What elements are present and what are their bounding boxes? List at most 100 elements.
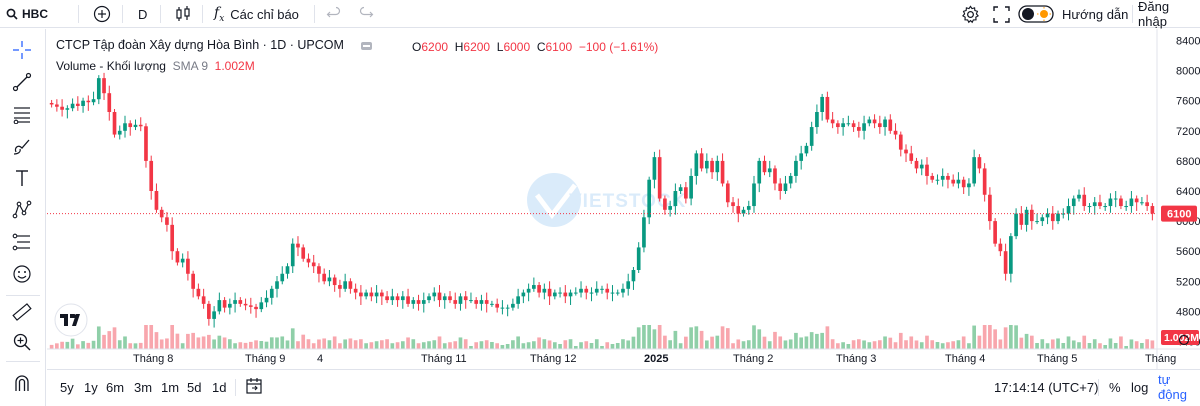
volume-bar: [568, 339, 573, 349]
volume-bar: [1124, 346, 1129, 349]
volume-bar: [348, 338, 353, 349]
volume-bar: [201, 336, 206, 349]
candle-body: [133, 124, 138, 128]
candle-body: [165, 217, 169, 225]
auto-toggle[interactable]: tự động: [1158, 370, 1200, 404]
time-axis: Tháng 8 Tháng 9 4 Tháng 11 Tháng 12 2025 Tháng…: [133, 353, 1176, 365]
candle-body: [715, 160, 720, 173]
time-tick: Tháng 8: [133, 353, 173, 365]
login-link[interactable]: Đăng nhập: [1138, 0, 1200, 29]
zoom-in-icon: [12, 332, 32, 357]
measure-tool[interactable]: [11, 302, 33, 325]
candle-body: [1014, 213, 1018, 237]
range-6m[interactable]: 6m: [106, 370, 124, 404]
candle-body: [490, 303, 494, 305]
volume-bar: [946, 342, 950, 349]
time-tick: 2025: [644, 353, 668, 365]
volume-bar: [343, 339, 347, 349]
time-tick: Tháng 12: [530, 353, 576, 365]
volume-bar: [563, 340, 568, 349]
volume-bar: [794, 332, 798, 349]
calendar-icon: [245, 377, 263, 398]
chart-type-button[interactable]: [174, 0, 192, 28]
crosshair-tool[interactable]: [11, 40, 33, 63]
candle-body: [956, 179, 961, 184]
last-price-badge: [1161, 205, 1197, 222]
close-value: 6100: [545, 40, 573, 54]
candle-body: [988, 194, 992, 222]
volume-bar: [1108, 338, 1113, 349]
percent-label: %: [1109, 379, 1121, 395]
redo-button[interactable]: [358, 0, 374, 28]
candle-body: [820, 96, 824, 112]
magnet-tool[interactable]: [11, 374, 33, 396]
guide-link[interactable]: Hướng dẫn: [1062, 0, 1128, 28]
undo-button[interactable]: [326, 0, 342, 28]
brush-tool[interactable]: [11, 137, 33, 159]
zoom-tool[interactable]: [11, 333, 33, 355]
volume-bar: [558, 344, 562, 349]
theme-toggle[interactable]: [1018, 0, 1054, 28]
volume-bar: [322, 338, 327, 349]
indicators-label: Các chỉ báo: [230, 6, 299, 22]
candle-body: [332, 277, 337, 286]
log-toggle[interactable]: log: [1131, 370, 1148, 404]
goto-date-button[interactable]: [245, 370, 263, 404]
range-1d[interactable]: 1d: [212, 370, 226, 404]
indicators-button[interactable]: fx Các chỉ báo: [214, 0, 299, 28]
candle-body: [946, 175, 950, 180]
candle-body: [940, 175, 945, 180]
prediction-tool[interactable]: [11, 233, 33, 255]
legend-collapse-button[interactable]: [361, 41, 373, 50]
candle-body: [217, 300, 222, 312]
volume-bar: [767, 341, 772, 349]
volume-bar: [694, 326, 699, 349]
volume-bar: [657, 325, 662, 349]
volume-bar: [704, 340, 709, 349]
volume-bar: [1029, 335, 1034, 349]
drawing-toolbar: [0, 29, 46, 406]
axis-settings-icon[interactable]: [1178, 334, 1190, 346]
candle-body: [647, 179, 652, 218]
percent-toggle[interactable]: %: [1109, 370, 1121, 404]
magnet-icon: [12, 373, 32, 398]
price-chart[interactable]: VIETSTOCK 8400 8000 7600 7200 6800 6400 6000 56…: [47, 29, 1200, 369]
text-tool[interactable]: [11, 169, 33, 191]
volume-bar: [159, 339, 164, 349]
candle-body: [186, 258, 190, 274]
candle-body: [207, 303, 211, 319]
guide-label: Hướng dẫn: [1062, 6, 1129, 22]
fullscreen-button[interactable]: [993, 0, 1010, 28]
range-3m[interactable]: 3m: [134, 370, 152, 404]
volume-bar: [967, 343, 971, 349]
range-5d[interactable]: 5d: [187, 370, 201, 404]
candle-body: [521, 292, 526, 297]
settings-button[interactable]: [961, 0, 980, 28]
volume-bar: [925, 335, 929, 349]
candle-body: [914, 160, 919, 169]
compare-button[interactable]: [93, 0, 111, 28]
volume-bar: [773, 331, 777, 349]
volume-bar: [746, 340, 751, 349]
volume-bar: [243, 342, 248, 349]
volume-bar: [1092, 339, 1097, 349]
pattern-tool[interactable]: [11, 200, 33, 223]
volume-bar: [484, 340, 489, 349]
fib-tool[interactable]: [11, 105, 33, 127]
interval-button[interactable]: D: [138, 0, 147, 28]
volume-bar: [579, 342, 583, 349]
range-1y[interactable]: 1y: [84, 370, 98, 404]
candle-body: [102, 78, 106, 94]
symbol-search[interactable]: HBC: [6, 0, 48, 28]
candle-body: [909, 153, 914, 161]
candle-body: [149, 160, 154, 191]
volume-bar: [1035, 343, 1039, 349]
candle-body: [1113, 198, 1118, 200]
volume-bar: [521, 343, 526, 349]
candle-body: [615, 292, 620, 294]
trendline-tool[interactable]: [11, 72, 33, 95]
range-5y[interactable]: 5y: [60, 370, 74, 404]
range-1m[interactable]: 1m: [161, 370, 179, 404]
emoji-tool[interactable]: [11, 264, 33, 287]
range-1d-label: 1d: [212, 379, 227, 395]
